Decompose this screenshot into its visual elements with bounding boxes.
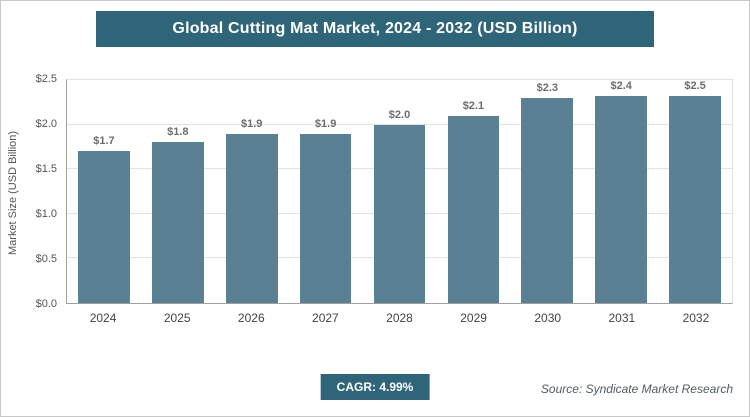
cagr-badge: CAGR: 4.99% [320,374,430,400]
bar-value-label: $1.9 [314,117,337,130]
y-axis-tick-label: $1.5 [35,163,57,175]
bar-value-label: $2.3 [536,81,558,94]
x-axis-label: 2027 [312,311,339,325]
bar-slot: $1.9 [289,80,363,303]
x-axis-label: 2025 [163,311,191,325]
x-axis-label: 2029 [460,311,487,325]
bar-value-label: $2.0 [388,108,411,121]
bar-slot: $2.1 [436,80,510,303]
y-axis-tick-label: $0.0 [35,298,57,310]
gridline [67,79,732,80]
x-axis-label: 2024 [89,311,117,325]
bar-value-label: $1.7 [93,135,115,148]
bar [151,142,204,303]
bar-slot: $2.5 [658,80,732,303]
bar-value-label: $2.1 [462,99,485,112]
y-axis-tick-label: $1.0 [35,208,57,220]
bar-value-label: $1.9 [241,117,263,130]
bar [299,133,352,303]
bar [225,133,278,303]
bar [78,151,130,303]
bar-value-label: $1.8 [167,126,189,139]
x-axis-label: 2030 [534,311,562,325]
gridline [67,123,732,125]
x-axis-label: 2031 [608,311,636,325]
bar-value-label: $2.4 [610,80,632,92]
x-axis-label: 2026 [237,311,265,325]
y-axis-tick-label: $2.5 [35,73,57,85]
title-bar: Global Cutting Mat Market, 2024 - 2032 (… [96,11,654,47]
bar-slot: $1.8 [141,80,215,303]
x-axis-label: 2032 [682,311,710,325]
bar [669,96,721,303]
bars-container: $1.7 $1.8 $1.9 $1.9 $2.0 $2.1 $2.3 $2.4 $2.5 [67,80,732,303]
bar-slot: $2.0 [363,80,437,303]
bar-slot: $1.9 [215,80,289,303]
bar-value-label: $2.5 [684,80,706,92]
bar-slot: $1.7 [67,80,141,303]
page-title: Global Cutting Mat Market, 2024 - 2032 (… [172,20,578,37]
source-text: Source: Syndicate Market Research [540,382,733,396]
bar [373,124,426,303]
plot-area: $1.7 $1.8 $1.9 $1.9 $2.0 $2.1 $2.3 $2.4 $2.5 [66,79,733,304]
bar-slot: $2.3 [510,80,584,303]
bar [447,115,500,303]
bar [521,97,574,303]
bar [595,96,648,303]
y-axis-tick-label: $0.5 [35,253,57,265]
x-axis-labels: 2024 2025 2026 2027 2028 2029 2030 2031 2032 [66,311,733,327]
y-axis-tick-label: $2.0 [35,118,57,130]
y-axis-ticks: $0.0 $0.5 $1.0 $1.5 $2.0 $2.5 [17,73,61,310]
bar-slot: $2.4 [584,80,658,303]
x-axis-label: 2028 [386,311,413,325]
